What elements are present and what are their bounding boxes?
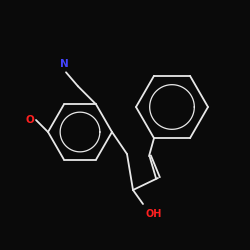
Text: O: O — [26, 115, 34, 125]
Text: N: N — [60, 59, 68, 69]
Text: OH: OH — [145, 209, 162, 219]
